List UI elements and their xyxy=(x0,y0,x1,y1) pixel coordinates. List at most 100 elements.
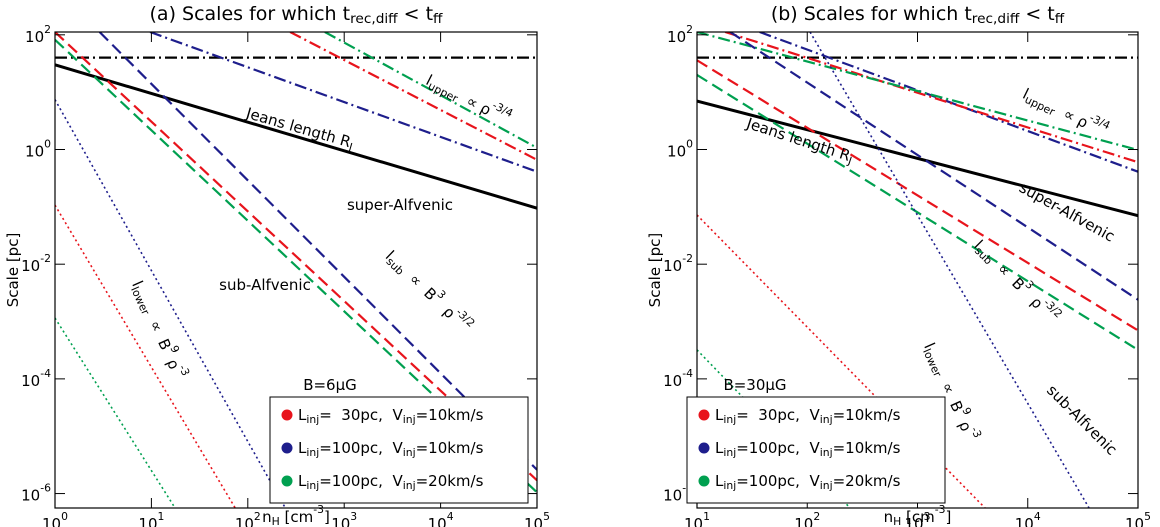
text-part: ρ xyxy=(433,296,459,322)
text-part: sub-Alfvenic xyxy=(1044,381,1122,459)
text-sup: 4 xyxy=(447,510,454,523)
text-part: Scale [pc] xyxy=(646,233,664,308)
series-line xyxy=(809,32,1090,508)
text-sub: inj xyxy=(820,413,833,426)
y-tick-label: 10-4 xyxy=(21,367,51,390)
text-sup: 4 xyxy=(1034,510,1041,523)
text-part: (b) Scales for which t xyxy=(771,3,972,25)
text-sup: 1 xyxy=(703,510,710,523)
series-line xyxy=(149,32,537,173)
text-sup: -4 xyxy=(40,367,51,380)
text-sub: J xyxy=(346,140,354,154)
series-line xyxy=(729,32,1138,301)
text-part: L xyxy=(715,472,724,490)
text-sup: -2 xyxy=(682,252,693,265)
annotation: Jeans length RJ xyxy=(743,113,856,167)
text-sup: -3 xyxy=(313,503,324,516)
y-tick-label: 102 xyxy=(667,23,693,46)
text-part: l xyxy=(423,71,435,89)
legend-marker xyxy=(698,442,710,454)
text-part: =10km/s xyxy=(416,439,484,457)
text-part: =100pc, V xyxy=(319,472,403,490)
legend-marker xyxy=(698,475,710,487)
text-part: super-Alfvenic xyxy=(347,196,453,214)
text-sub: inj xyxy=(306,479,319,492)
plot-frame xyxy=(54,31,538,509)
text-part: Scale [pc] xyxy=(4,233,22,308)
text-sup: -3 xyxy=(176,363,192,378)
text-part: ρ xyxy=(954,414,976,434)
x-tick-label: 103 xyxy=(331,510,357,527)
text-part: n xyxy=(262,508,272,526)
annotation: super-Alfvenic xyxy=(1016,178,1118,245)
annotation: super-Alfvenic xyxy=(347,196,453,214)
text-part: = 30pc, V xyxy=(736,406,820,424)
text-sup: 9 xyxy=(959,405,974,417)
text-part: 10 xyxy=(905,515,924,527)
legend-label: Linj=100pc, Vinj=10km/s xyxy=(298,439,484,460)
x-tick-label: 104 xyxy=(428,510,454,527)
text-sup: 0 xyxy=(61,510,68,523)
text-part: n xyxy=(884,508,894,526)
annotation: sub-Alfvenic xyxy=(1044,381,1122,459)
text-sup: -3/4 xyxy=(490,99,515,120)
text-part: 10 xyxy=(25,27,44,45)
text-part: L xyxy=(715,439,724,457)
annotation: lsub ∝ B3 ρ-3/2 xyxy=(381,243,478,338)
text-part: =100pc, V xyxy=(736,472,820,490)
text-part: =100pc, V xyxy=(319,439,403,457)
text-part: 10 xyxy=(42,515,61,527)
y-tick-label: 100 xyxy=(667,138,693,161)
x-axis-label: nH [cm-3] xyxy=(262,503,330,527)
text-part: l xyxy=(1020,84,1032,102)
series-line xyxy=(324,32,537,149)
text-sub: inj xyxy=(723,479,736,492)
text-part: L xyxy=(298,472,307,490)
text-part: L xyxy=(715,406,724,424)
text-part: 10 xyxy=(138,515,157,527)
series-line xyxy=(55,63,537,210)
text-part: =100pc, V xyxy=(736,439,820,457)
text-sub: ff xyxy=(433,11,443,27)
text-sub: rec,diff xyxy=(972,11,1020,27)
x-tick-label: 101 xyxy=(684,510,710,527)
text-part: L xyxy=(298,439,307,457)
text-sup: -2 xyxy=(40,252,51,265)
text-part: L xyxy=(298,406,307,424)
panel: (a) Scales for which trec,diff < tff nH [… xyxy=(4,3,550,527)
legend-label: Linj= 30pc, Vinj=10km/s xyxy=(298,406,484,427)
text-sup: -3 xyxy=(968,425,984,440)
text-sup: 2 xyxy=(254,510,261,523)
text-part: [cm xyxy=(901,508,934,526)
y-tick-label: 10-2 xyxy=(21,252,51,275)
text-part: l xyxy=(921,340,939,351)
text-sub: inj xyxy=(403,479,416,492)
text-sup: -4 xyxy=(682,367,693,380)
text-sup: -3 xyxy=(935,503,946,516)
text-part: [cm xyxy=(280,508,313,526)
text-sup: 9 xyxy=(167,343,182,355)
legend-box xyxy=(269,396,529,504)
legend-label: Linj= 30pc, Vinj=10km/s xyxy=(715,406,901,427)
text-part: 10 xyxy=(794,515,813,527)
text-sub: inj xyxy=(723,413,736,426)
series-line xyxy=(697,214,986,508)
x-tick-label: 100 xyxy=(42,510,68,527)
y-tick-label: 102 xyxy=(25,23,51,46)
text-part: l xyxy=(129,278,147,289)
y-axis-label: Scale [pc] xyxy=(646,233,664,308)
text-part: < t xyxy=(398,3,433,25)
panel-title: (a) Scales for which trec,diff < tff xyxy=(150,3,444,28)
text-sub: J xyxy=(845,154,853,168)
text-sup: 5 xyxy=(543,510,550,523)
text-part: B=6μG xyxy=(303,376,357,394)
x-tick-label: 102 xyxy=(794,510,820,527)
text-part: =20km/s xyxy=(833,472,901,490)
text-part: 10 xyxy=(21,257,40,275)
annotation: B=6μG xyxy=(303,376,357,394)
series-line xyxy=(697,32,1138,152)
text-sup: 1 xyxy=(158,510,165,523)
series-line xyxy=(697,99,1138,218)
legend-marker xyxy=(281,442,293,454)
text-sub: H xyxy=(272,515,280,527)
